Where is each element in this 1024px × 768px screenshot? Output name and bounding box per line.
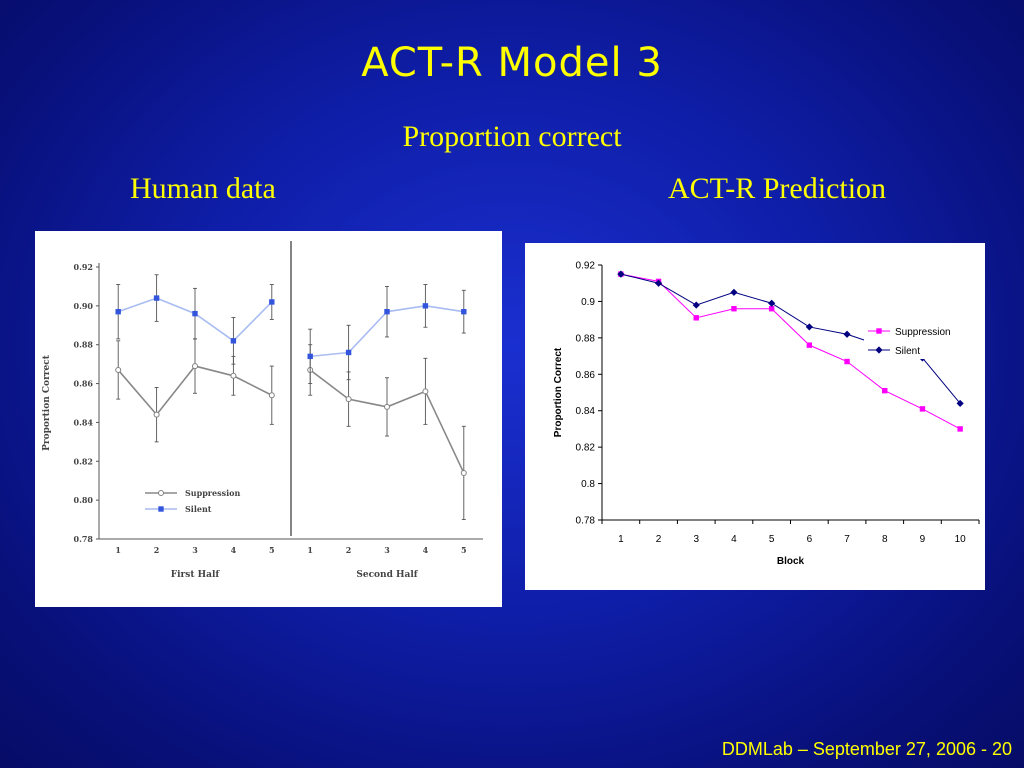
- silent-point: [384, 308, 390, 315]
- suppression-point: [919, 406, 926, 412]
- silent-point: [461, 308, 467, 315]
- y-tick-label: 0.78: [74, 534, 94, 544]
- legend-silent-label: Silent: [895, 346, 920, 357]
- suppression-point: [693, 315, 699, 321]
- suppression-point: [460, 469, 467, 476]
- y-tick-label: 0.86: [74, 379, 94, 389]
- suppression-point: [731, 306, 737, 312]
- silent-point: [805, 323, 813, 331]
- y-tick-label: 0.82: [576, 443, 596, 454]
- first-half-label: First Half: [171, 570, 221, 580]
- x-tick-label: 9: [920, 534, 926, 545]
- y-tick-label: 0.82: [74, 456, 93, 466]
- human-data-chart-panel: 0.78 0.80 0.82 0.84 0.86 0.88 0.90 0.92 1 2 3 4 5 1 2 3…: [35, 231, 502, 607]
- x-tick-label: 2: [154, 545, 160, 555]
- suppression-point: [268, 392, 275, 399]
- y-tick-label: 0.84: [74, 417, 94, 427]
- legend-suppression-marker: [158, 490, 164, 496]
- y-tick-label: 0.84: [576, 406, 596, 417]
- suppression-point: [957, 426, 963, 432]
- y-tick-label: 0.86: [576, 370, 596, 381]
- suppression-point: [192, 363, 198, 370]
- x-tick-label: 4: [231, 545, 237, 555]
- x-tick-label: 3: [384, 545, 390, 555]
- silent-point: [345, 349, 352, 356]
- human-data-chart: 0.78 0.80 0.82 0.84 0.86 0.88 0.90 0.92 1 2 3 4 5 1 2 3…: [42, 241, 483, 580]
- suppression-point: [422, 388, 429, 395]
- y-tick-label: 0.80: [74, 495, 94, 505]
- silent-point: [730, 288, 738, 296]
- legend-box: [864, 321, 974, 359]
- legend-silent-marker: [158, 506, 164, 512]
- legend-silent-marker: [875, 346, 883, 354]
- y-tick-label: 0.88: [576, 333, 596, 344]
- legend-silent-label: Silent: [185, 504, 212, 514]
- suppression-point: [882, 387, 888, 394]
- silent-point: [692, 301, 700, 309]
- silent-point: [307, 353, 313, 360]
- x-tick-label: 8: [882, 534, 888, 545]
- x-tick-label: 6: [807, 534, 813, 545]
- y-tick-label: 0.92: [576, 261, 596, 272]
- legend-suppression-marker: [876, 328, 882, 334]
- silent-point: [422, 303, 429, 309]
- legend-suppression-label: Suppression: [895, 327, 951, 338]
- x-tick-label: 2: [656, 534, 662, 545]
- suppression-point: [230, 372, 237, 379]
- suppression-point: [153, 411, 160, 418]
- y-axis-title: Proportion Correct: [553, 347, 564, 437]
- y-tick-label: 0.92: [74, 262, 93, 272]
- x-tick-label: 5: [769, 534, 775, 545]
- human-data-label: Human data: [130, 172, 276, 205]
- act-r-prediction-label: ACT-R Prediction: [668, 172, 887, 205]
- x-tick-label: 1: [307, 545, 313, 555]
- x-tick-label: 2: [346, 545, 352, 555]
- legend-suppression-label: Suppression: [185, 488, 240, 498]
- y-tick-label: 0.78: [576, 516, 596, 527]
- silent-point: [956, 399, 964, 408]
- x-tick-label: 1: [618, 534, 624, 545]
- x-tick-label: 5: [269, 545, 275, 555]
- suppression-series-line: [620, 273, 961, 430]
- silent-point: [230, 338, 237, 344]
- slide-title: ACT-R Model 3: [361, 40, 663, 86]
- x-axis-title: Block: [777, 556, 805, 567]
- y-tick-label: 0.90: [74, 301, 94, 311]
- suppression-point: [115, 366, 122, 373]
- y-tick-label: 0.9: [581, 297, 595, 308]
- act-r-prediction-chart: 0.78 0.8 0.82 0.84 0.86 0.88 0.9 0.92 1 2 3 4 5 6 7 8 9 1…: [553, 261, 980, 567]
- x-tick-label: 3: [192, 545, 198, 555]
- suppression-point: [345, 396, 352, 403]
- silent-point: [768, 299, 776, 307]
- x-tick-label: 7: [844, 534, 850, 545]
- suppression-point: [768, 306, 775, 312]
- y-axis-title: Proportion Correct: [42, 354, 52, 451]
- x-tick-label: 4: [423, 545, 429, 555]
- silent-point: [115, 308, 121, 315]
- silent-point: [269, 299, 275, 305]
- slide-subtitle: Proportion correct: [402, 120, 622, 153]
- y-tick-label: 0.8: [581, 479, 595, 490]
- x-tick-label: 10: [955, 534, 967, 545]
- x-tick-label: 4: [731, 534, 737, 545]
- silent-point: [192, 310, 198, 317]
- suppression-point: [384, 403, 390, 410]
- second-half-label: Second Half: [356, 570, 418, 580]
- x-tick-label: 3: [693, 534, 699, 545]
- act-r-prediction-chart-panel: 0.78 0.8 0.82 0.84 0.86 0.88 0.9 0.92 1 2 3 4 5 6 7 8 9 1…: [525, 243, 985, 590]
- x-tick-label: 1: [115, 545, 121, 555]
- y-tick-label: 0.88: [74, 340, 94, 350]
- suppression-point: [844, 358, 850, 365]
- slide-footer: DDMLab – September 27, 2006 - 20: [721, 739, 1012, 759]
- x-tick-label: 5: [461, 545, 467, 555]
- suppression-point: [806, 342, 813, 348]
- silent-point: [153, 295, 160, 301]
- silent-point: [843, 330, 851, 338]
